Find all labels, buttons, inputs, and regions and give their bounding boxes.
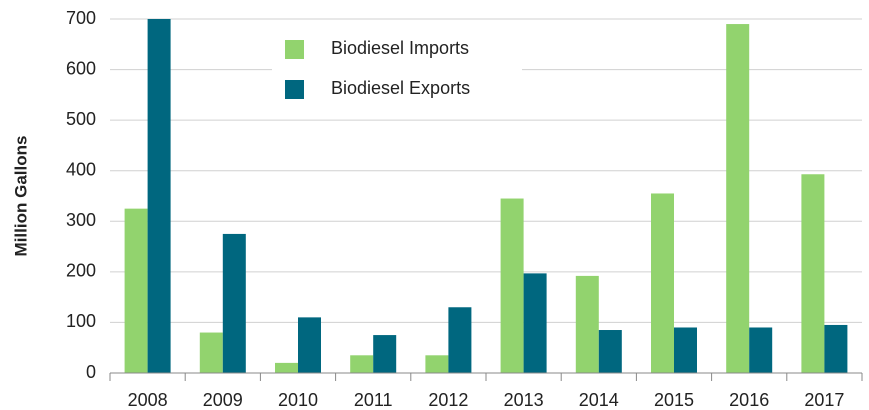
- bar: [425, 355, 449, 373]
- legend-label: Biodiesel Exports: [331, 78, 470, 98]
- bar: [448, 307, 472, 373]
- bar: [298, 317, 321, 373]
- x-tick-label: 2012: [428, 390, 468, 410]
- bar: [124, 208, 148, 373]
- x-tick-label: 2010: [278, 390, 318, 410]
- x-tick-label: 2013: [504, 390, 544, 410]
- x-tick-label: 2017: [804, 390, 844, 410]
- bar: [275, 362, 298, 373]
- y-tick-label: 200: [66, 261, 96, 281]
- bar: [749, 327, 773, 373]
- legend-background: [272, 28, 522, 108]
- bar: [523, 273, 547, 373]
- bar: [824, 324, 848, 373]
- x-tick-label: 2015: [654, 390, 694, 410]
- x-tick-label: 2014: [579, 390, 619, 410]
- bar: [575, 275, 599, 373]
- bar: [373, 335, 397, 373]
- x-tick-label: 2008: [128, 390, 168, 410]
- legend-swatch: [285, 80, 304, 99]
- legend-label: Biodiesel Imports: [331, 38, 469, 58]
- bar: [801, 174, 825, 373]
- bar: [726, 24, 750, 374]
- x-tick-label: 2011: [354, 390, 393, 410]
- x-tick-label: 2009: [203, 390, 243, 410]
- bar: [222, 233, 246, 373]
- bar: [651, 193, 674, 373]
- bar: [199, 332, 223, 373]
- bar: [598, 330, 622, 373]
- y-tick-label: 300: [66, 210, 96, 230]
- x-tick-label: 2016: [729, 390, 769, 410]
- bar: [147, 19, 171, 373]
- y-tick-label: 400: [66, 159, 96, 179]
- bar: [674, 327, 697, 373]
- y-tick-label: 600: [66, 58, 96, 78]
- y-tick-label: 100: [66, 311, 96, 331]
- y-tick-label: 700: [66, 8, 96, 28]
- y-tick-label: 0: [86, 362, 96, 382]
- y-axis-label: Million Gallons: [11, 136, 30, 257]
- bar: [350, 355, 374, 373]
- bar: [500, 198, 524, 373]
- legend-swatch: [285, 40, 304, 59]
- y-tick-label: 500: [66, 109, 96, 129]
